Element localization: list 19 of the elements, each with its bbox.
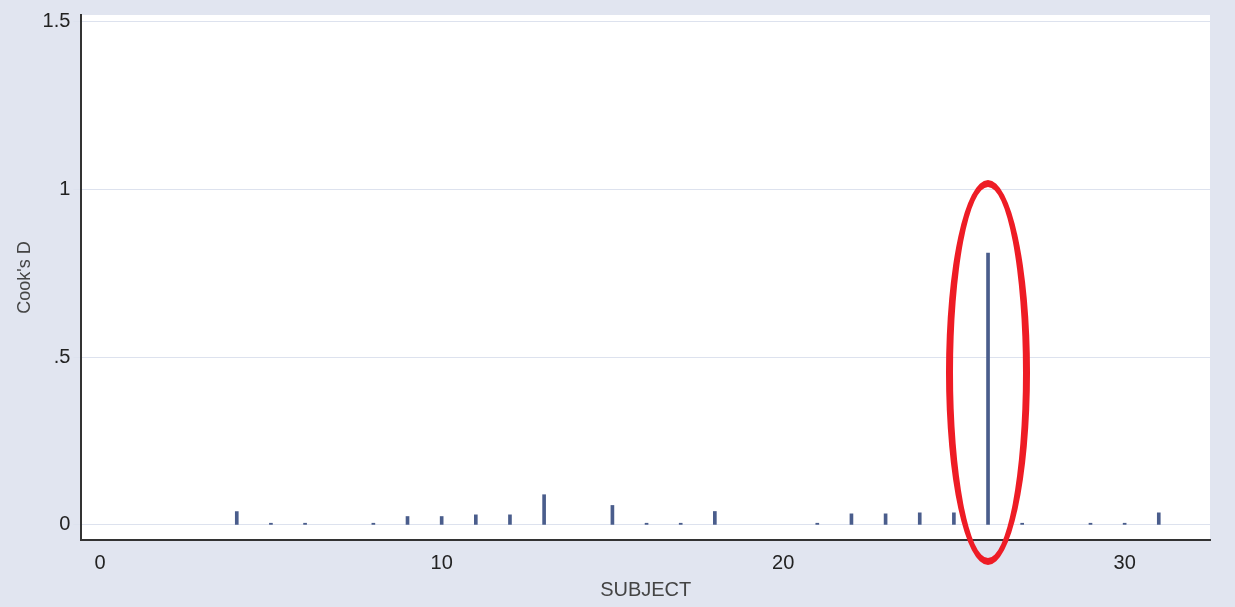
y-tick-label: 1.5 bbox=[42, 9, 71, 32]
y-tick-label: .5 bbox=[53, 344, 71, 367]
x-tick-label: 30 bbox=[1113, 550, 1136, 573]
bar bbox=[508, 514, 512, 525]
bar bbox=[1156, 512, 1161, 525]
x-axis-title: SUBJECT bbox=[600, 577, 692, 600]
y-tick-label: 1 bbox=[59, 176, 71, 199]
x-tick-label: 0 bbox=[94, 550, 106, 573]
y-tick-label: 0 bbox=[59, 512, 71, 535]
bar bbox=[713, 511, 717, 525]
bar bbox=[986, 252, 990, 525]
x-tick-label: 20 bbox=[772, 550, 795, 573]
bar bbox=[473, 514, 478, 525]
y-axis-title: Cook's D bbox=[13, 241, 34, 314]
x-tick-label: 10 bbox=[430, 550, 453, 573]
bar bbox=[917, 512, 922, 525]
bar bbox=[952, 512, 956, 525]
bar bbox=[234, 511, 239, 525]
bar bbox=[542, 494, 546, 525]
